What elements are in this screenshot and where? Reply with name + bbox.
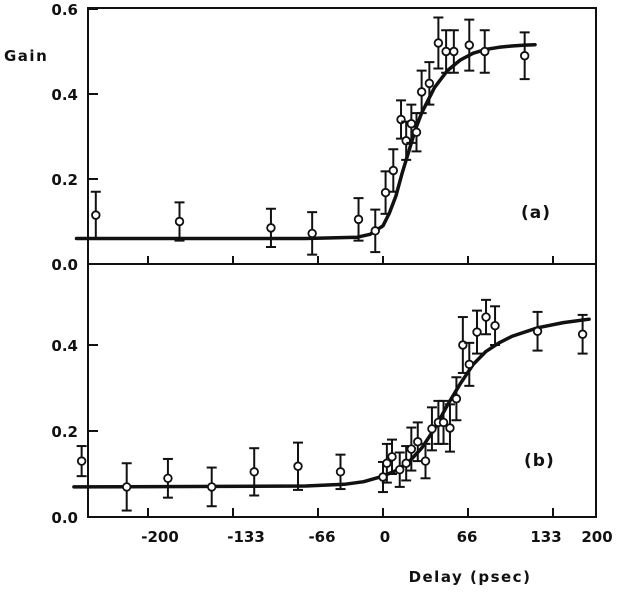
y-tick-label: 0.6 — [51, 1, 78, 19]
panel-a: Gain (a) 0.0 0.2 0.4 0.6 — [4, 1, 597, 274]
x-tick-label: -133 — [227, 528, 265, 546]
y-tick-label: 0.0 — [51, 509, 78, 527]
panel-a-data-point — [353, 214, 364, 225]
panel-a-data-point — [411, 127, 422, 137]
y-tick-label: 0.4 — [51, 337, 78, 355]
panel-b-y-ticks: 0.0 0.2 0.4 — [51, 337, 98, 527]
y-tick-label: 0.4 — [51, 86, 78, 104]
panel-a-y-ticks: 0.0 0.2 0.4 0.6 — [51, 1, 98, 274]
panel-a-data-point — [388, 165, 399, 176]
panel-a-data-point — [406, 119, 417, 129]
panel-b-data-point — [406, 444, 417, 454]
panel-b-x-ticks — [147, 508, 554, 517]
panel-b-data-point — [413, 437, 423, 447]
panel-b-data-point — [207, 482, 217, 492]
y-tick-label: 0.2 — [51, 423, 78, 441]
x-tick-label: 0 — [380, 528, 390, 546]
y-tick-label: 0.0 — [51, 256, 78, 274]
panel-b-data-point — [382, 458, 392, 468]
panel-a-data-point — [424, 78, 435, 89]
panel-a-data-point — [441, 46, 451, 57]
panel-b-data-point — [401, 458, 411, 468]
panel-a-fit-curve — [74, 42, 537, 241]
panel-b-data-point — [76, 456, 87, 466]
panel-b-fit-curve — [72, 317, 591, 489]
panel-a-data-point — [174, 216, 185, 227]
panel-b-data-point — [378, 472, 388, 482]
panel-b-data-point — [577, 329, 588, 339]
panel-a-data-point — [416, 87, 427, 97]
panel-b-plot — [72, 298, 591, 512]
panel-a-ylabel: Gain — [4, 47, 48, 65]
panel-b-x-tick-labels: -200 -133 -66 0 66 133 200 — [141, 528, 612, 546]
panel-a-data-point — [433, 38, 444, 48]
panel-b-data-point — [464, 359, 474, 370]
panel-b-data-point — [122, 482, 132, 492]
panel-b-data-point — [420, 456, 431, 466]
panel-a-plot — [74, 16, 537, 256]
panel-b-data-point — [395, 465, 405, 475]
panel-a-data-point — [449, 46, 459, 57]
panel-b-label: (b) — [524, 451, 555, 471]
x-tick-label: 200 — [581, 528, 612, 546]
panel-a-data-point — [519, 51, 530, 61]
panel-a-data-point — [370, 226, 380, 236]
panel-b: (b) 0.0 0.2 0.4 -200 -133 -66 0 66 133 2… — [51, 263, 613, 586]
panel-b-data-point — [490, 320, 500, 331]
panel-b-data-point — [249, 467, 259, 477]
x-tick-label: -200 — [141, 528, 179, 546]
panel-a-label: (a) — [521, 203, 551, 223]
panel-b-data-point — [532, 326, 543, 336]
panel-a-data-point — [91, 210, 101, 220]
panel-b-frame — [87, 263, 597, 518]
panel-b-data-point — [472, 327, 482, 337]
panel-a-x-ticks — [147, 256, 554, 264]
x-tick-label: 66 — [457, 528, 478, 546]
panel-b-data-point — [445, 423, 455, 433]
panel-b-data-point — [427, 424, 437, 434]
x-tick-label: -66 — [308, 528, 335, 546]
panel-b-data-point — [387, 452, 397, 462]
panel-a-data-point — [480, 46, 490, 57]
x-axis-title: Delay (psec) — [409, 568, 532, 586]
panel-b-data-point — [481, 312, 491, 322]
panel-b-data-point — [293, 461, 303, 471]
panel-a-data-point — [380, 187, 391, 198]
panel-b-data-point — [451, 394, 462, 404]
panel-a-data-point — [464, 40, 474, 50]
panel-a-data-point — [266, 223, 276, 233]
panel-b-data-point — [163, 473, 173, 483]
panel-b-data-point — [438, 417, 449, 428]
x-tick-label: 133 — [530, 528, 561, 546]
panel-a-data-point — [307, 228, 317, 239]
y-tick-label: 0.2 — [51, 171, 78, 189]
panel-b-data-point — [335, 467, 346, 477]
